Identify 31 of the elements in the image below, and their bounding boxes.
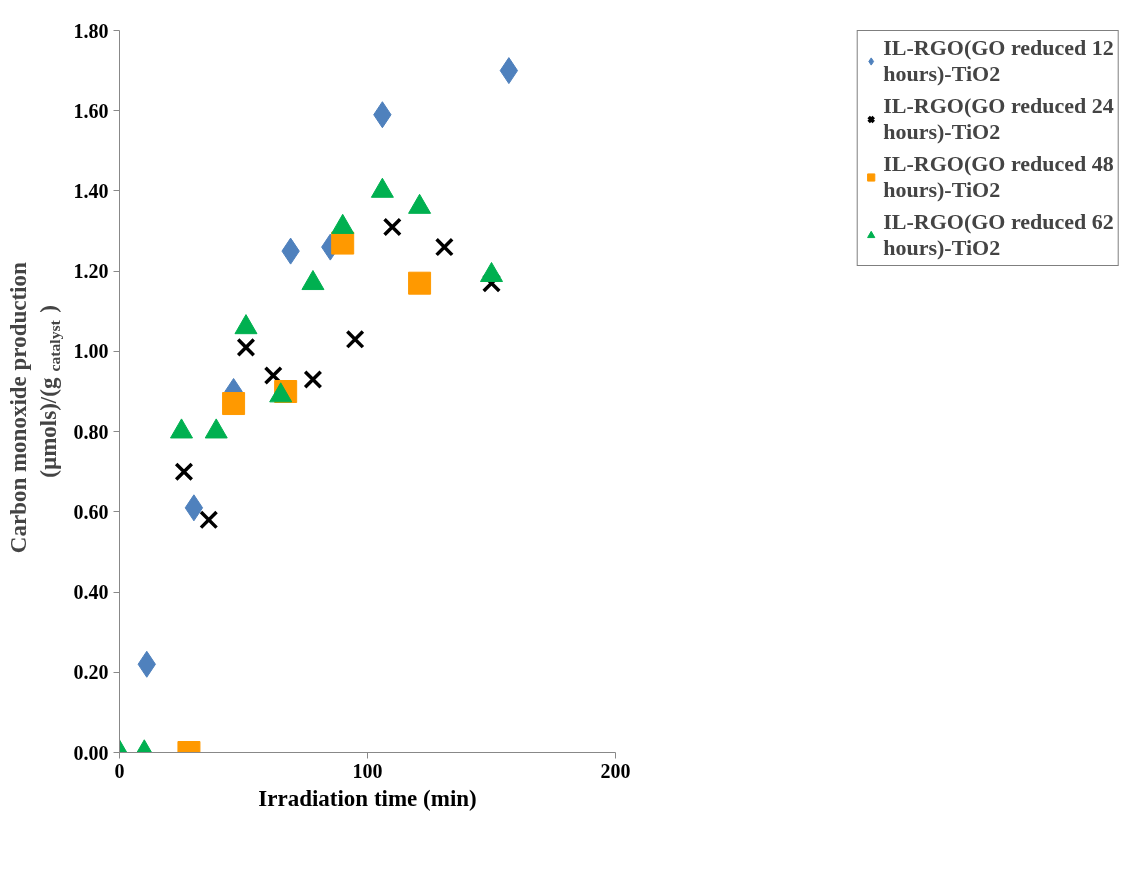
y-tick-label: 1.40 [73,179,109,202]
legend-label: IL-RGO(GO reduced 62 hours)-TiO2 [883,209,1114,261]
y-tick-label: 0.00 [73,741,109,764]
point [199,510,219,530]
point [499,57,519,85]
point [236,337,256,357]
point [263,365,283,385]
y-tick-label: 1.20 [73,260,109,283]
x-axis-title: Irradiation time (min) [258,785,477,811]
point [434,237,454,257]
y-tick-label: 1.60 [73,99,109,122]
y-tick-label: 0.80 [73,420,109,443]
point [222,392,246,416]
y-tick-label: 1.80 [73,19,109,42]
y-tick-label: 0.60 [73,500,109,523]
legend-label: IL-RGO(GO reduced 12 hours)-TiO2 [883,35,1114,87]
point [174,462,194,482]
legend-label: IL-RGO(GO reduced 24 hours)-TiO2 [883,93,1114,145]
legend-label: IL-RGO(GO reduced 48 hours)-TiO2 [883,151,1114,203]
point [303,369,323,389]
x-tick-label: 200 [600,759,631,782]
point [345,329,365,349]
point [184,494,204,522]
point [331,231,355,255]
y-tick-label: 0.40 [73,581,109,604]
y-tick-label: 1.00 [73,340,109,363]
point [408,271,432,295]
x-tick-label: 100 [352,759,383,782]
point [382,217,402,237]
y-tick-label: 0.20 [73,661,109,684]
x-tick-label: 0 [114,759,125,782]
